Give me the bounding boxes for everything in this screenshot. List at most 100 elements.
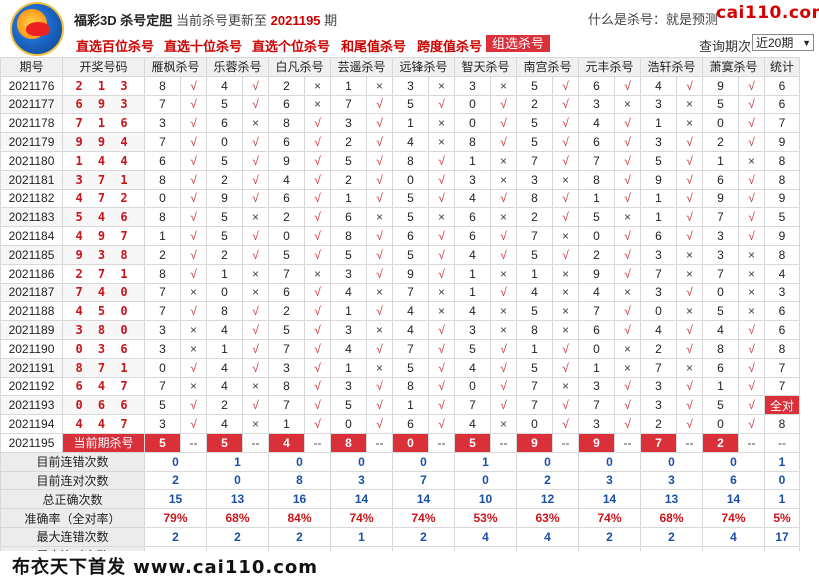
kill-number-cell: 9	[702, 75, 739, 96]
kill-number-cell: 5	[206, 207, 243, 228]
kill-number-cell: 4	[206, 414, 243, 434]
period-cell: 2021182	[0, 188, 63, 209]
kill-number-cell: 6	[640, 226, 677, 246]
kill-number-cell: 1	[454, 263, 491, 284]
kill-number-cell: 1	[702, 150, 739, 171]
check-icon: √	[242, 169, 269, 190]
table-row: 2021187 7 4 0 7 × 0 × 6 √ 4 × 7 × 1 √ 4 × 4 × 3 √ 0 × 3	[0, 282, 800, 303]
check-icon: √	[676, 75, 703, 96]
period-cell: 2021188	[0, 301, 63, 322]
check-icon: √	[614, 376, 641, 397]
cross-icon: ×	[552, 226, 579, 246]
nav-units-kill[interactable]: 直选个位杀号	[252, 39, 331, 54]
kill-number-cell: 3	[330, 320, 367, 340]
cross-icon: ×	[614, 94, 641, 115]
column-header: 白凡杀号	[268, 57, 331, 77]
current-kill-number: 5	[144, 432, 181, 453]
kill-number-cell: 6	[454, 226, 491, 246]
nav-hundreds-kill[interactable]: 直选百位杀号	[76, 39, 155, 54]
stat-cell: 4	[764, 263, 800, 284]
table-row: 2021186 2 7 1 8 √ 1 × 7 × 3 √ 9 √ 1 × 1 × 9 √ 7 × 7 × 4	[0, 263, 800, 284]
nav-tens-kill[interactable]: 直选十位杀号	[164, 39, 243, 54]
summary-value: 8	[268, 470, 331, 491]
kill-number-cell: 7	[702, 207, 739, 228]
draw-number-cell: 1 4 4	[62, 150, 145, 171]
summary-value: 84%	[268, 508, 331, 528]
nav-group-kill[interactable]: 组选杀号	[486, 35, 550, 52]
summary-value: 2	[268, 526, 331, 547]
check-icon: √	[304, 338, 331, 359]
check-icon: √	[552, 414, 579, 434]
check-icon: √	[366, 113, 393, 134]
check-icon: √	[304, 226, 331, 246]
kill-number-cell: 2	[330, 169, 367, 190]
check-icon: √	[738, 226, 765, 246]
kill-number-cell: 3	[392, 75, 429, 96]
draw-number-cell: 8 7 1	[62, 357, 145, 378]
kill-number-cell: 4	[392, 132, 429, 152]
summary-value: 79%	[144, 508, 207, 528]
cross-icon: ×	[180, 282, 207, 303]
period-cell: 2021176	[0, 75, 63, 96]
check-icon: √	[614, 169, 641, 190]
kill-number-cell: 8	[392, 150, 429, 171]
cross-icon: ×	[428, 207, 455, 228]
kill-number-cell: 8	[268, 376, 305, 397]
kill-number-cell: 5	[268, 244, 305, 265]
check-icon: √	[676, 150, 703, 171]
check-icon: √	[304, 301, 331, 322]
check-icon: √	[552, 188, 579, 209]
site-logo[interactable]: cai110.com	[716, 3, 819, 23]
kill-number-cell: 5	[330, 395, 367, 416]
check-icon: √	[490, 244, 517, 265]
column-header: 萧寞杀号	[702, 57, 765, 77]
kill-number-cell: 1	[578, 357, 615, 378]
check-icon: √	[304, 376, 331, 397]
kill-number-cell: 7	[578, 301, 615, 322]
column-header: 芸遥杀号	[330, 57, 393, 77]
kill-number-cell: 6	[578, 132, 615, 152]
kill-number-cell: 0	[702, 282, 739, 303]
table-row: 2021178 7 1 6 3 √ 6 × 8 √ 3 √ 1 × 0 √ 5 √ 4 √ 1 × 0 √ 7	[0, 113, 800, 134]
kill-number-cell: 7	[640, 263, 677, 284]
kill-number-cell: 3	[640, 132, 677, 152]
nav-span-kill[interactable]: 跨度值杀号	[417, 39, 483, 54]
pending-mark: --	[738, 432, 765, 453]
cross-icon: ×	[738, 263, 765, 284]
kill-number-cell: 4	[702, 320, 739, 340]
pending-mark: --	[676, 432, 703, 453]
kill-number-cell: 1	[330, 357, 367, 378]
period-select-value: 近20期	[756, 36, 794, 50]
summary-value: 12	[516, 489, 579, 510]
summary-label: 准确率（全对率）	[0, 508, 145, 528]
table-row: 2021181 3 7 1 8 √ 2 √ 4 √ 2 √ 0 √ 3 × 3 × 8 √ 9 √ 6 √ 8	[0, 169, 800, 190]
check-icon: √	[366, 150, 393, 171]
column-header: 元丰杀号	[578, 57, 641, 77]
kill-number-cell: 4	[206, 376, 243, 397]
check-icon: √	[614, 75, 641, 96]
period-select[interactable]: 近20期 ▼	[752, 34, 814, 51]
app-title: 福彩3D 杀号定胆	[74, 13, 173, 28]
check-icon: √	[180, 150, 207, 171]
stat-cell: 5	[764, 207, 800, 228]
check-icon: √	[614, 320, 641, 340]
check-icon: √	[242, 395, 269, 416]
stat-cell: 7	[764, 113, 800, 134]
kill-number-cell: 7	[144, 132, 181, 152]
period-cell: 2021183	[0, 207, 63, 228]
kill-number-cell: 2	[578, 244, 615, 265]
period-cell: 2021194	[0, 414, 63, 434]
cross-icon: ×	[242, 207, 269, 228]
table-row: 2021184 4 9 7 1 √ 5 √ 0 √ 8 √ 6 √ 6 √ 7 × 0 √ 6 √ 3 √ 9	[0, 226, 800, 246]
nav-sum-tail-kill[interactable]: 和尾值杀号	[341, 39, 407, 54]
check-icon: √	[552, 395, 579, 416]
kill-number-cell: 3	[144, 320, 181, 340]
check-icon: √	[366, 263, 393, 284]
check-icon: √	[738, 169, 765, 190]
kill-number-cell: 2	[206, 169, 243, 190]
kill-number-cell: 7	[640, 357, 677, 378]
check-icon: √	[490, 282, 517, 303]
kill-number-cell: 8	[578, 169, 615, 190]
what-is-link[interactable]: 什么是杀号：就是预测	[588, 12, 719, 27]
table-header: 期号 开奖号码 雁枫杀号 乐蓉杀号 白凡杀号 芸遥杀号 远锋杀号 智天杀号 南宫杀号 元丰杀号 浩轩…	[0, 57, 800, 77]
